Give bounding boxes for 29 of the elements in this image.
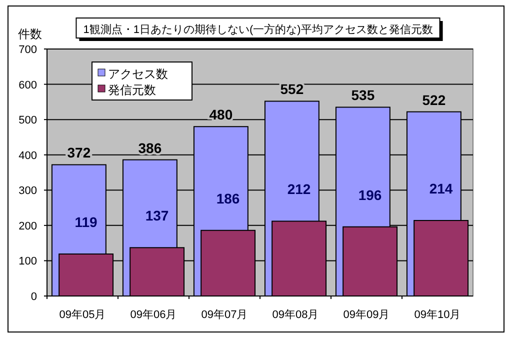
y-tick-label: 300 [18, 185, 37, 198]
y-tick-label: 0 [30, 291, 37, 303]
data-label: 386 [138, 140, 162, 156]
legend-label: アクセス数 [108, 67, 168, 81]
x-tick-label: 09年08月 [272, 309, 319, 321]
x-tick-label: 09年07月 [201, 309, 248, 321]
chart-title: 1観測点・1日あたりの期待しない(一方的な)平均アクセス数と発信元数 [83, 23, 433, 36]
x-tick-label: 09年05月 [59, 309, 106, 321]
y-tick-label: 200 [18, 220, 37, 232]
data-label: 535 [351, 87, 375, 104]
data-label: 214 [429, 180, 453, 196]
data-label: 119 [74, 214, 98, 230]
x-tick-label: 09年09月 [343, 309, 390, 321]
y-tick-label: 700 [18, 44, 37, 56]
data-label: 196 [358, 186, 382, 203]
y-tick-label: 100 [18, 256, 37, 268]
x-tick-label: 09年10月 [414, 309, 461, 321]
legend-label: 発信元数 [108, 83, 156, 97]
data-label: 552 [280, 81, 304, 98]
data-label: 212 [287, 181, 311, 198]
y-tick-label: 500 [18, 114, 37, 127]
data-label: 137 [145, 208, 169, 224]
y-tick-label: 400 [18, 150, 37, 162]
x-tick-label: 09年06月 [130, 309, 177, 321]
data-label: 522 [422, 92, 446, 108]
data-label: 186 [216, 190, 240, 206]
y-tick-label: 600 [18, 79, 37, 92]
data-label: 480 [209, 106, 233, 123]
y-axis-title: 件数 [18, 27, 42, 41]
